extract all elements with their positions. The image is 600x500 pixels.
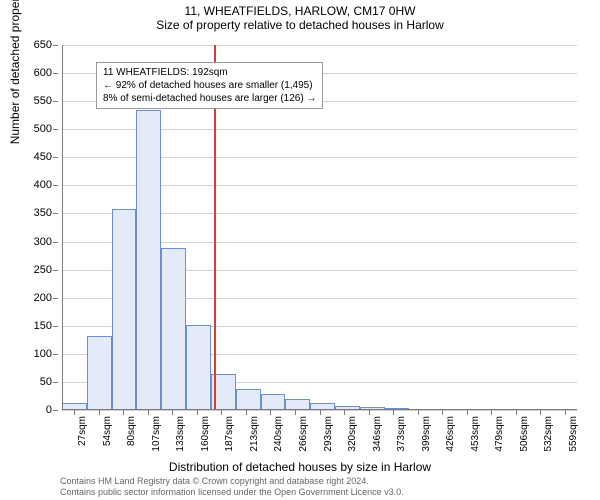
y-tick-label: 600: [34, 67, 52, 79]
x-tick-label: 399sqm: [421, 416, 432, 452]
chart-title-main: 11, WHEATFIELDS, HARLOW, CM17 0HW: [0, 4, 600, 18]
x-tick-label: 27sqm: [77, 416, 88, 446]
chart-title-sub: Size of property relative to detached ho…: [0, 18, 600, 32]
annotation-line-3: 8% of semi-detached houses are larger (1…: [103, 92, 316, 105]
histogram-bar: [87, 336, 112, 410]
x-axis-label: Distribution of detached houses by size …: [0, 460, 600, 474]
x-tick-label: 506sqm: [519, 416, 530, 452]
y-tick-label: 50: [40, 376, 52, 388]
footer-attribution: Contains HM Land Registry data © Crown c…: [60, 476, 404, 499]
x-tick-label: 187sqm: [224, 416, 235, 452]
x-tick-label: 80sqm: [126, 416, 137, 446]
histogram-bar: [161, 248, 186, 410]
y-tick-label: 550: [34, 95, 52, 107]
footer-line-1: Contains HM Land Registry data © Crown c…: [60, 476, 404, 487]
annotation-box: 11 WHEATFIELDS: 192sqm ← 92% of detached…: [96, 62, 323, 109]
x-tick-label: 320sqm: [347, 416, 358, 452]
x-tick-label: 293sqm: [323, 416, 334, 452]
histogram-bar: [136, 110, 161, 410]
x-tick-label: 346sqm: [372, 416, 383, 452]
y-tick-label: 500: [34, 123, 52, 135]
x-tick-label: 479sqm: [494, 416, 505, 452]
x-tick-label: 426sqm: [445, 416, 456, 452]
x-tick-label: 266sqm: [298, 416, 309, 452]
y-axis-ticks: 050100150200250300350400450500550600650: [0, 45, 58, 410]
annotation-line-2: ← 92% of detached houses are smaller (1,…: [103, 79, 316, 92]
histogram-bar: [261, 394, 286, 410]
y-tick-label: 650: [34, 39, 52, 51]
y-tick-label: 350: [34, 207, 52, 219]
x-axis-ticks: 27sqm 54sqm 80sqm 107sqm 133sqm 160sqm 187sqm 2…: [62, 410, 577, 465]
y-tick-label: 300: [34, 236, 52, 248]
y-tick-label: 200: [34, 292, 52, 304]
x-tick-label: 160sqm: [200, 416, 211, 452]
x-tick-label: 532sqm: [543, 416, 554, 452]
y-tick-label: 400: [34, 179, 52, 191]
x-tick-label: 107sqm: [151, 416, 162, 452]
footer-line-2: Contains public sector information licen…: [60, 487, 404, 498]
y-tick-label: 450: [34, 151, 52, 163]
x-tick-label: 213sqm: [249, 416, 260, 452]
y-tick-label: 250: [34, 264, 52, 276]
x-tick-label: 559sqm: [568, 416, 579, 452]
x-tick-label: 453sqm: [470, 416, 481, 452]
histogram-bar: [112, 209, 137, 410]
y-tick-label: 100: [34, 348, 52, 360]
y-axis-line: [62, 45, 63, 410]
x-tick-label: 54sqm: [102, 416, 113, 446]
x-tick-label: 373sqm: [396, 416, 407, 452]
x-tick-label: 240sqm: [273, 416, 284, 452]
histogram-bar: [236, 389, 261, 410]
annotation-line-1: 11 WHEATFIELDS: 192sqm: [103, 66, 316, 79]
histogram-bar: [186, 325, 211, 410]
y-tick-label: 150: [34, 320, 52, 332]
x-tick-label: 133sqm: [175, 416, 186, 452]
y-tick-label: 0: [46, 404, 52, 416]
